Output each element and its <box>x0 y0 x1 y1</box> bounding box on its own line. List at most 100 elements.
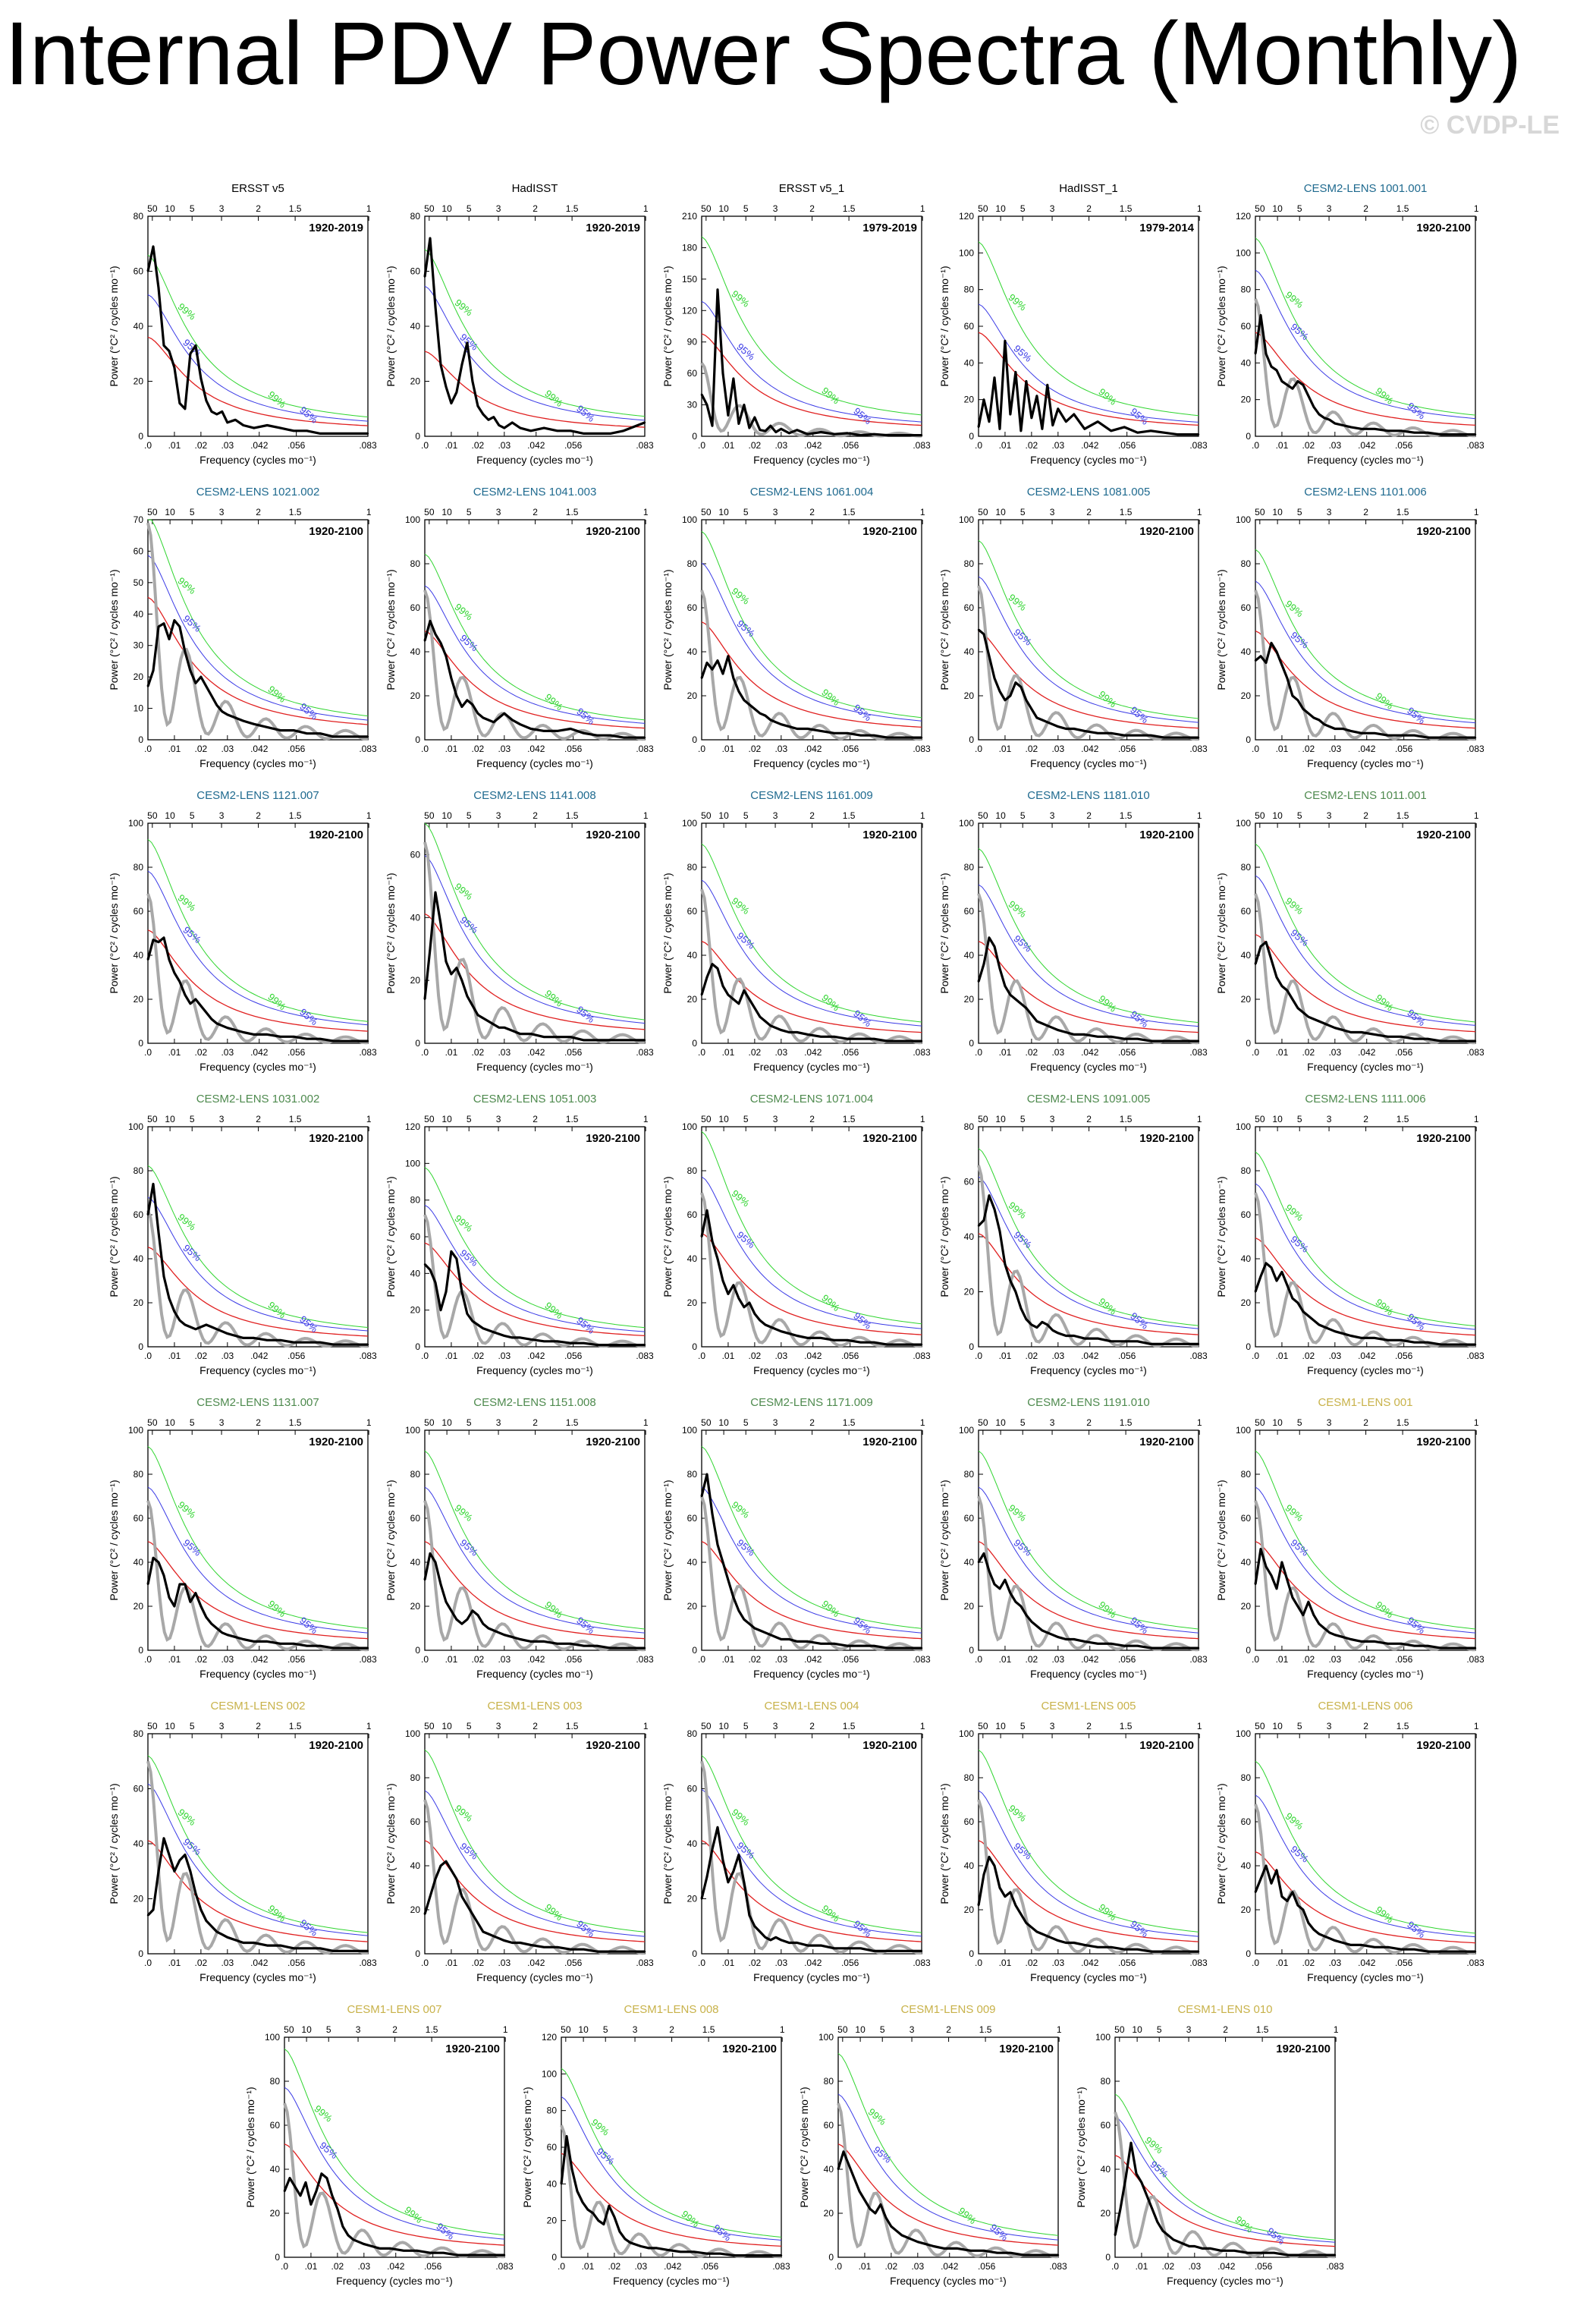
y-tick-label: 40 <box>134 1557 144 1568</box>
spectrum-point <box>774 1636 777 1638</box>
x-tick-label: .042 <box>527 1047 545 1058</box>
spectrum-point <box>1197 736 1200 739</box>
top-tick-label: 2 <box>256 1114 261 1124</box>
spectrum-point <box>1009 994 1012 996</box>
ensemble-spectrum-line <box>146 1209 369 1348</box>
x-axis-label: Frequency (cycles mo⁻¹) <box>890 2275 1007 2287</box>
period-label: 1920-2100 <box>862 1132 917 1145</box>
ensemble-spectrum-line <box>1114 2111 1336 2259</box>
spectrum-point <box>366 432 369 435</box>
period-label: 1920-2100 <box>862 829 917 841</box>
top-tick-label: 50 <box>147 810 158 821</box>
spectrum-point <box>226 421 228 424</box>
x-tick-label: .03 <box>774 744 787 754</box>
spectrum-point <box>439 923 442 925</box>
spectrum-point <box>700 1495 703 1498</box>
spectrum-point <box>847 1947 849 1949</box>
spectrum-point <box>1334 1330 1337 1332</box>
spectrum-point <box>874 2212 877 2215</box>
spectrum-point <box>482 1930 485 1933</box>
ci95-curve <box>561 2096 782 2241</box>
spectrum-point <box>1149 429 1152 432</box>
x-tick-label: .0 <box>975 1047 982 1058</box>
spectrum-point <box>379 2247 381 2250</box>
spectrum-point <box>1307 395 1310 397</box>
x-tick-label: .042 <box>387 2261 405 2272</box>
y-tick-label: 60 <box>964 321 975 332</box>
x-tick-label: .01 <box>445 440 458 451</box>
x-tick-label: .02 <box>1162 2261 1175 2272</box>
spectrum-point <box>622 1950 625 1953</box>
top-tick-label: 1.5 <box>289 1721 302 1731</box>
spectrum-point <box>1270 642 1273 644</box>
top-tick-label: 1.5 <box>843 1114 856 1124</box>
spectrum-point <box>423 1913 426 1915</box>
y-tick-label: 0 <box>138 431 143 442</box>
spectrum-point <box>1286 1284 1289 1287</box>
spectrum-point <box>1123 426 1126 429</box>
x-axis-label: Frequency (cycles mo⁻¹) <box>613 2275 730 2287</box>
y-tick-label: 60 <box>134 1513 144 1524</box>
spectrum-point <box>1035 716 1038 719</box>
x-tick-label: .056 <box>1118 1654 1136 1665</box>
spectrum-point <box>157 1561 160 1564</box>
y-tick-label: 60 <box>687 368 698 379</box>
spectrum-point <box>1302 384 1305 386</box>
top-tick-label: 1 <box>1474 203 1479 214</box>
spectrum-point <box>184 650 187 653</box>
spectrum-point <box>210 1017 213 1021</box>
top-tick-label: 50 <box>1114 2024 1125 2035</box>
spectrum-point <box>993 1583 996 1586</box>
spectrum-point <box>455 1257 458 1260</box>
ci99-curve <box>701 236 922 416</box>
x-tick-label: .042 <box>1081 440 1099 451</box>
y-tick-label: 20 <box>687 1297 698 1308</box>
y-tick-label: 60 <box>964 906 975 917</box>
y-axis-label: Power (°C² / cycles mo⁻¹) <box>1215 266 1227 386</box>
x-tick-label: .01 <box>582 2261 595 2272</box>
spectrum-point <box>1149 1646 1152 1650</box>
spectrum-point <box>1259 314 1262 316</box>
spectrum-point <box>332 1039 335 1043</box>
spectrum-point <box>476 1323 479 1326</box>
spectrum-point <box>721 1859 724 1861</box>
spectrum-point <box>543 1340 545 1343</box>
plot-frame <box>147 519 369 741</box>
y-tick-label: 40 <box>134 609 144 619</box>
spectrum-point <box>1051 1634 1054 1636</box>
spectrum-point <box>1188 2245 1191 2247</box>
spectrum-point <box>1004 985 1007 987</box>
spectrum-point <box>743 1306 746 1309</box>
top-tick-label: 1 <box>920 203 925 214</box>
spectrum-point <box>780 723 783 725</box>
spectrum-point <box>366 1343 369 1346</box>
top-tick-label: 10 <box>995 1417 1006 1428</box>
spectrum-point <box>1334 1939 1337 1942</box>
ci95-curve <box>1255 580 1476 724</box>
spectrum-point <box>982 1219 985 1222</box>
ci-label: 99% <box>1007 1200 1029 1221</box>
top-tick-label: 10 <box>995 507 1006 517</box>
spectrum-point <box>184 1323 187 1326</box>
x-axis-label: Frequency (cycles mo⁻¹) <box>336 2275 453 2287</box>
spectrum-point <box>363 2243 365 2245</box>
spectrum-point <box>890 2225 893 2228</box>
top-tick-label: 10 <box>1272 507 1283 517</box>
spectrum-point <box>293 1036 295 1038</box>
period-label: 1920-2100 <box>1139 829 1194 841</box>
spectrum-point <box>471 1320 474 1322</box>
spectrum-point <box>1246 2252 1249 2254</box>
spectrum-point <box>711 1240 714 1243</box>
plot-frame <box>284 2036 505 2258</box>
top-tick-label: 10 <box>718 1721 729 1731</box>
top-tick-label: 3 <box>496 507 501 517</box>
ci-label: 99% <box>1283 598 1305 619</box>
y-tick-label: 60 <box>1241 1513 1252 1524</box>
top-tick-label: 5 <box>1020 1114 1026 1124</box>
x-tick-label: .083 <box>359 440 377 451</box>
top-tick-label: 3 <box>910 2024 915 2035</box>
